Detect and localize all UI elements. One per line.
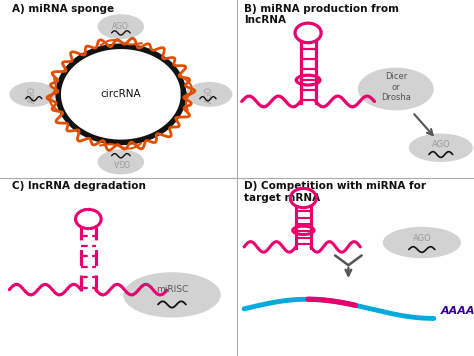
Text: circRNA: circRNA [100,89,141,99]
Text: AAAA: AAAA [441,307,474,316]
Text: B) miRNA production from
lncRNA: B) miRNA production from lncRNA [244,4,399,25]
Ellipse shape [409,134,473,162]
Ellipse shape [123,272,221,318]
Text: OGA: OGA [112,157,129,167]
Text: AGO: AGO [412,234,431,243]
Text: AGO: AGO [205,86,214,103]
Ellipse shape [358,68,434,110]
Text: Dicer
or
Drosha: Dicer or Drosha [381,72,411,102]
Text: AGO: AGO [431,140,450,149]
Ellipse shape [98,150,144,174]
Text: AGO: AGO [28,86,37,103]
Ellipse shape [98,14,144,39]
Text: A) miRNA sponge: A) miRNA sponge [12,4,114,14]
Text: C) lncRNA degradation: C) lncRNA degradation [12,182,146,192]
Ellipse shape [9,82,56,107]
Ellipse shape [383,227,461,258]
Text: D) Competition with miRNA for
target mRNA: D) Competition with miRNA for target mRN… [244,182,426,203]
Text: AGO: AGO [112,22,129,31]
Text: miRISC: miRISC [156,285,188,294]
Ellipse shape [186,82,232,107]
